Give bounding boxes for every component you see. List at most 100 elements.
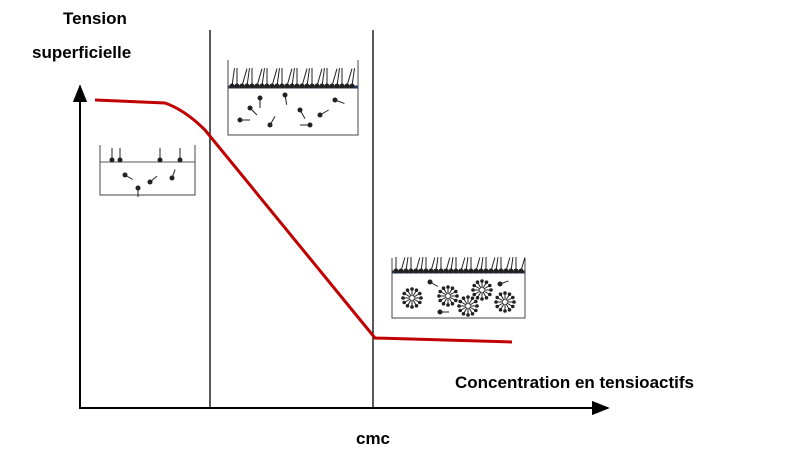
micelle-head: [503, 291, 507, 295]
molecule-head: [280, 84, 285, 89]
molecule-tail: [317, 69, 322, 86]
molecule-head: [499, 269, 504, 274]
micelle-head: [438, 299, 442, 303]
micelle-head: [438, 290, 442, 294]
micelle-head: [499, 292, 503, 296]
molecule-head: [340, 84, 345, 89]
micelle-head: [410, 287, 414, 291]
micelle-head: [508, 292, 512, 296]
molecule-head: [335, 84, 340, 89]
micelle-head: [419, 296, 423, 300]
molecule-tail: [242, 69, 247, 86]
molecule-head: [298, 108, 303, 113]
molecule-head: [464, 269, 469, 274]
micelle-head: [508, 308, 512, 312]
molecule-head: [479, 269, 484, 274]
molecule-head: [519, 269, 524, 274]
micelle-head: [462, 312, 466, 316]
diagram: Tension superficielle Concentration en t…: [0, 0, 811, 453]
molecule-head: [283, 93, 288, 98]
molecule-head: [230, 84, 235, 89]
micelle-head: [489, 288, 493, 292]
micelle-head: [442, 302, 446, 306]
molecule-head: [265, 84, 270, 89]
molecule-head: [295, 84, 300, 89]
molecule-head: [419, 269, 424, 274]
micelle-head: [476, 280, 480, 284]
micelle-head: [455, 294, 459, 298]
micelle-head: [451, 286, 455, 290]
molecule-head: [409, 269, 414, 274]
molecule-tail: [302, 69, 307, 86]
micelle-head: [472, 293, 476, 297]
molecule-head: [270, 84, 275, 89]
molecule-head: [136, 186, 141, 191]
molecule-tail: [347, 69, 352, 86]
micelle-head: [480, 297, 484, 301]
molecule-head: [310, 84, 315, 89]
molecule-tail: [337, 68, 340, 86]
molecule-head: [238, 118, 243, 123]
molecule-tail: [277, 68, 280, 86]
molecule-head: [245, 84, 250, 89]
micelle-head: [511, 296, 515, 300]
molecule-tail: [257, 69, 262, 86]
molecule-tail: [262, 68, 265, 86]
molecule-tail: [232, 68, 235, 86]
micelle-head: [474, 309, 478, 313]
molecule-tail: [272, 69, 277, 86]
micelle-head: [485, 296, 489, 300]
molecule-head: [305, 84, 310, 89]
molecule-tail: [247, 68, 250, 86]
molecule-head: [350, 84, 355, 89]
micelle-head: [406, 288, 410, 292]
molecule-head: [509, 269, 514, 274]
micelle-head: [474, 300, 478, 304]
molecule-head: [434, 269, 439, 274]
micelle-head: [418, 301, 422, 305]
molecule-head: [118, 158, 123, 163]
molecule-head: [429, 269, 434, 274]
micelle-head: [495, 296, 499, 300]
molecule-tail: [352, 68, 355, 86]
micelle-head: [406, 304, 410, 308]
molecule-tail: [332, 69, 337, 86]
micelle-head: [471, 312, 475, 316]
micelle-head: [415, 304, 419, 308]
micelle-head: [466, 295, 470, 299]
micelle-head: [418, 292, 422, 296]
molecule-head: [158, 158, 163, 163]
micelle-head: [466, 313, 470, 317]
molecule-head: [170, 176, 175, 181]
x-axis-label: Concentration en tensioactifs: [455, 373, 694, 392]
micelle-head: [446, 285, 450, 289]
molecule-head: [308, 123, 313, 128]
molecule-head: [258, 96, 263, 101]
micelle-head: [495, 305, 499, 309]
molecule-head: [123, 173, 128, 178]
y-axis-label-line: superficielle: [32, 43, 131, 62]
molecule-head: [484, 269, 489, 274]
molecule-head: [454, 269, 459, 274]
molecule-head: [444, 269, 449, 274]
molecule-tail: [322, 68, 325, 86]
molecule-head: [320, 84, 325, 89]
molecule-head: [469, 269, 474, 274]
molecule-head: [514, 269, 519, 274]
micelle-head: [402, 301, 406, 305]
molecule-head: [424, 269, 429, 274]
molecule-head: [255, 84, 260, 89]
micelle-head: [472, 284, 476, 288]
molecule-head: [275, 84, 280, 89]
micelle-head: [402, 292, 406, 296]
y-axis-label-line: Tension: [63, 9, 127, 28]
molecule-head: [459, 269, 464, 274]
molecule-head: [240, 84, 245, 89]
inset-box: [100, 145, 195, 195]
micelle-head: [454, 290, 458, 294]
molecule-head: [333, 98, 338, 103]
micelle-head: [457, 304, 461, 308]
micelle-head: [471, 288, 475, 292]
micelle-head: [410, 305, 414, 309]
micelle-head: [503, 309, 507, 313]
